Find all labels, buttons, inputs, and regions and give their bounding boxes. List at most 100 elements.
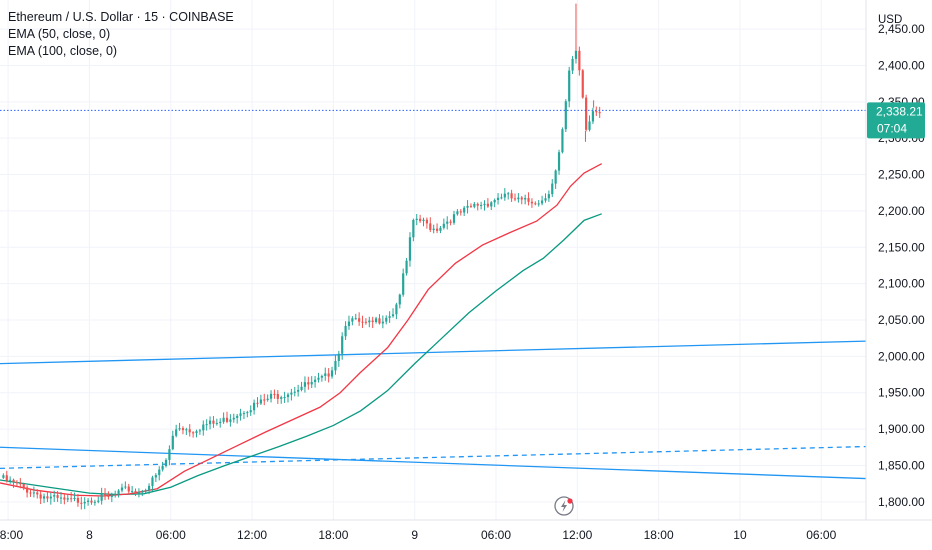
candle: [557, 149, 561, 175]
candle: [66, 494, 69, 503]
candle: [500, 193, 503, 200]
candle-body: [195, 431, 198, 434]
candle-body: [571, 58, 574, 71]
candle-body: [276, 393, 279, 399]
trendline: [0, 445, 867, 470]
candle-body: [459, 211, 462, 213]
x-tick-label: 12:00: [562, 528, 592, 542]
candle: [29, 489, 32, 497]
grid: [0, 0, 866, 520]
candle-body: [266, 398, 269, 400]
candle: [459, 209, 462, 216]
candle-body: [161, 465, 164, 470]
candle-body: [313, 379, 317, 382]
candle: [490, 201, 493, 210]
candle-body: [76, 497, 80, 503]
candle: [361, 315, 364, 328]
candle: [480, 201, 483, 210]
candle-body: [127, 486, 130, 492]
x-tick-label: 18:00: [318, 528, 348, 542]
candle-body: [456, 211, 459, 215]
candle: [205, 419, 208, 431]
candle-body: [317, 377, 320, 380]
candle-body: [530, 201, 534, 204]
candle: [547, 190, 550, 202]
candle-body: [239, 413, 242, 416]
candle-body: [9, 479, 12, 481]
ema100-legend[interactable]: EMA (100, close, 0): [8, 44, 118, 58]
ema50-legend[interactable]: EMA (50, close, 0): [8, 27, 111, 41]
candle: [103, 488, 107, 501]
candle: [2, 473, 5, 479]
candle-body: [496, 197, 500, 200]
price-axis[interactable]: [866, 0, 932, 520]
symbol-title[interactable]: Ethereum / U.S. Dollar · 15 · COINBASE: [8, 10, 234, 24]
candle: [578, 46, 581, 76]
candle: [164, 458, 168, 468]
candle: [134, 488, 137, 497]
candle: [293, 386, 296, 397]
x-tick-label: 9: [411, 528, 418, 542]
candle: [524, 194, 527, 205]
candle-body: [412, 219, 415, 238]
y-tick-label: 1,850.00: [878, 458, 925, 472]
candle: [391, 308, 395, 318]
x-tick-label: 06:00: [156, 528, 186, 542]
candle: [232, 413, 235, 423]
candle: [246, 410, 249, 418]
candle-body: [259, 399, 262, 404]
candle: [36, 489, 39, 499]
candle: [364, 318, 368, 325]
candle-body: [385, 317, 388, 322]
candle-body: [151, 477, 154, 486]
candle: [307, 376, 310, 390]
currency-label[interactable]: USD: [878, 14, 902, 26]
candle-body: [246, 412, 249, 414]
lightning-icon[interactable]: [554, 496, 574, 516]
candle-body: [337, 353, 340, 361]
candle: [286, 392, 290, 403]
time-axis-ticks: 18:00 8 06:00 12:00 18:00 9 06:00 12:00 18:00 10 0…: [0, 528, 837, 542]
candle: [408, 232, 412, 267]
candle-body: [581, 70, 584, 98]
candle-body: [358, 318, 361, 322]
candle: [80, 496, 83, 510]
candle-body: [63, 497, 66, 500]
chart-legend: Ethereum / U.S. Dollar · 15 · COINBASE E…: [8, 9, 234, 60]
candle: [395, 302, 398, 320]
candle: [161, 461, 164, 472]
candle-body: [551, 183, 554, 195]
candle-body: [5, 475, 8, 481]
candle-body: [361, 321, 364, 323]
badge-countdown: 07:04: [877, 121, 907, 135]
y-tick-label: 2,050.00: [878, 313, 925, 327]
candle-body: [534, 203, 537, 205]
candle: [266, 394, 269, 402]
candle: [208, 416, 212, 430]
trendlines[interactable]: [0, 340, 867, 480]
y-tick-label: 2,450.00: [878, 22, 925, 36]
candle: [147, 483, 151, 495]
candle: [171, 430, 174, 451]
candle: [222, 412, 225, 424]
ema-lines: [0, 163, 603, 497]
candle: [127, 483, 130, 495]
candle-body: [503, 193, 506, 198]
time-axis[interactable]: [0, 520, 932, 550]
candle-body: [229, 419, 232, 422]
candle-body: [300, 386, 303, 390]
candle: [137, 488, 141, 498]
candle-body: [557, 152, 561, 171]
candle: [239, 408, 242, 421]
candle: [510, 189, 513, 202]
candle: [303, 376, 307, 393]
candle-body: [578, 50, 581, 71]
candle-body: [391, 314, 395, 317]
candle: [337, 350, 340, 367]
candle: [466, 200, 469, 214]
candle: [581, 69, 584, 99]
candle: [358, 312, 361, 326]
candle: [151, 475, 154, 491]
candle: [195, 429, 198, 438]
